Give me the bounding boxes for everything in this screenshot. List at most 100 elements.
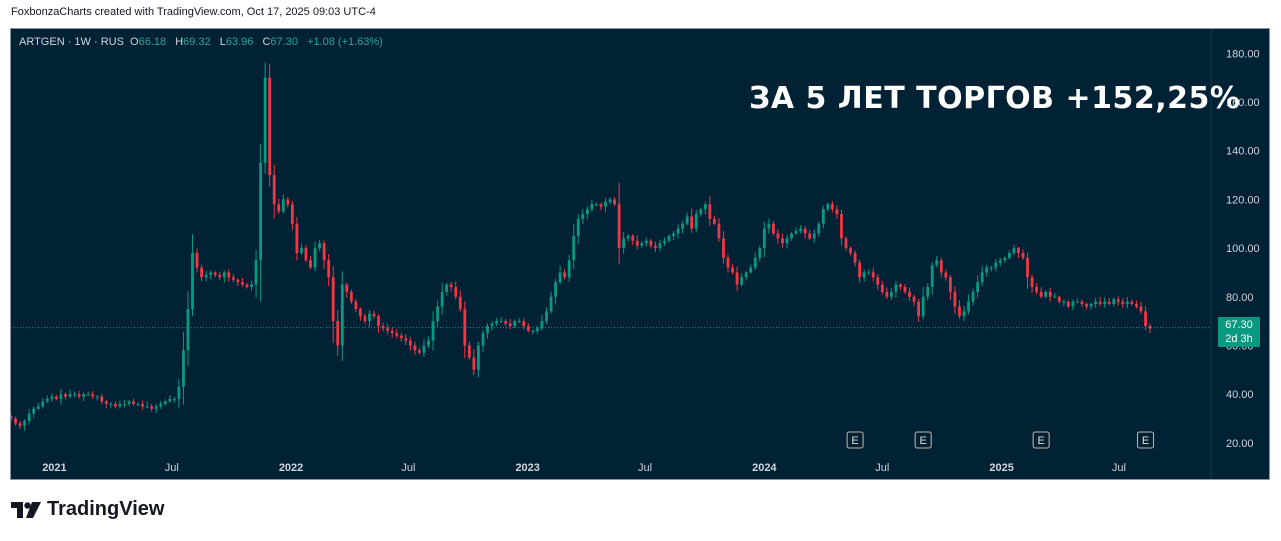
tradingview-logo[interactable]: TradingView (11, 498, 164, 521)
candle-body (254, 260, 258, 285)
candle-body (368, 313, 371, 322)
candle-body (939, 260, 943, 273)
candle (1066, 300, 1070, 308)
candle-body (14, 418, 17, 424)
x-tick-label: Jul (401, 462, 415, 474)
earnings-marker-label: E (1142, 435, 1149, 447)
candle-body (163, 401, 167, 404)
candle (458, 290, 462, 313)
candle (1017, 246, 1020, 259)
candle (445, 282, 449, 296)
tradingview-logo-icon (11, 501, 41, 518)
candle-body (554, 282, 557, 297)
candle (399, 332, 403, 342)
candle (776, 228, 780, 244)
candle (930, 262, 934, 295)
candle (1089, 302, 1093, 310)
candle-body (82, 394, 86, 397)
candle-body (744, 272, 748, 278)
candle (1080, 299, 1084, 307)
candle (300, 243, 303, 255)
candle-body (1030, 277, 1034, 288)
candle-body (817, 223, 821, 234)
candle (812, 229, 816, 243)
candle (762, 221, 766, 258)
candle (504, 318, 508, 327)
candle (908, 287, 911, 301)
candle-body (567, 260, 571, 278)
candle-body (899, 284, 902, 288)
x-tick-label: Jul (875, 462, 889, 474)
candle (799, 225, 803, 234)
candle-body (785, 238, 789, 244)
candle-body (272, 175, 276, 205)
candle (1130, 299, 1134, 306)
candle-body (1003, 257, 1007, 261)
candle (740, 273, 744, 287)
candle-body (908, 291, 911, 297)
candle (50, 393, 54, 402)
candle-body (658, 243, 662, 249)
candle-body (749, 267, 753, 273)
candle-body (204, 274, 208, 278)
symbol-name[interactable]: ARTGEN · 1W · RUS (19, 36, 124, 48)
candle (962, 306, 966, 321)
candle (785, 234, 789, 249)
candle-body (958, 306, 961, 317)
candle-body (322, 243, 326, 261)
candle-body (1139, 306, 1143, 312)
candle-body (241, 282, 244, 285)
candle (431, 311, 435, 351)
candle-body (953, 291, 957, 307)
candle-body (327, 260, 331, 278)
candle-body (867, 272, 871, 274)
candle-body (1039, 291, 1043, 297)
candle (123, 400, 126, 408)
earnings-marker-label: E (919, 435, 926, 447)
candle (1112, 297, 1116, 307)
candle (440, 282, 444, 315)
candle (154, 403, 158, 413)
candle (172, 396, 176, 403)
candle-body (236, 279, 240, 283)
earnings-marker: E (914, 431, 932, 449)
candle-body (281, 199, 285, 212)
candle-body (844, 238, 848, 249)
candle (576, 214, 580, 244)
candle-body (849, 248, 852, 253)
candle-body (286, 199, 290, 205)
candle (422, 339, 426, 358)
candle (1148, 323, 1152, 333)
candle-body (1148, 325, 1152, 329)
candle-body (227, 272, 231, 278)
y-tick-label: 120.00 (1226, 194, 1260, 206)
candle (613, 196, 616, 207)
price-chart[interactable]: 20.0040.0060.0080.00100.00120.00140.0016… (11, 29, 1270, 480)
candle-body (1026, 257, 1029, 278)
candle (985, 264, 989, 277)
candle-body (1085, 304, 1088, 307)
candle (327, 253, 331, 287)
candle (254, 249, 258, 298)
candle (749, 264, 753, 274)
chart-panel[interactable]: 20.0040.0060.0080.00100.00120.00140.0016… (10, 28, 1270, 480)
candle (826, 202, 830, 212)
candle (290, 200, 294, 230)
candle-body (277, 204, 281, 212)
candle (1107, 297, 1111, 306)
candle-body (213, 272, 217, 275)
candle-body (377, 316, 380, 326)
candle (917, 298, 921, 322)
candle (136, 402, 140, 407)
candle (526, 323, 530, 333)
candle-body (445, 284, 449, 292)
candle (490, 321, 494, 331)
candle (1125, 297, 1129, 309)
candle-body (572, 235, 576, 261)
candle-body (799, 228, 803, 232)
candle (1035, 283, 1039, 295)
candle-body (703, 204, 707, 210)
candle-body (141, 403, 145, 407)
candle-body (290, 204, 294, 224)
candle (82, 392, 86, 402)
